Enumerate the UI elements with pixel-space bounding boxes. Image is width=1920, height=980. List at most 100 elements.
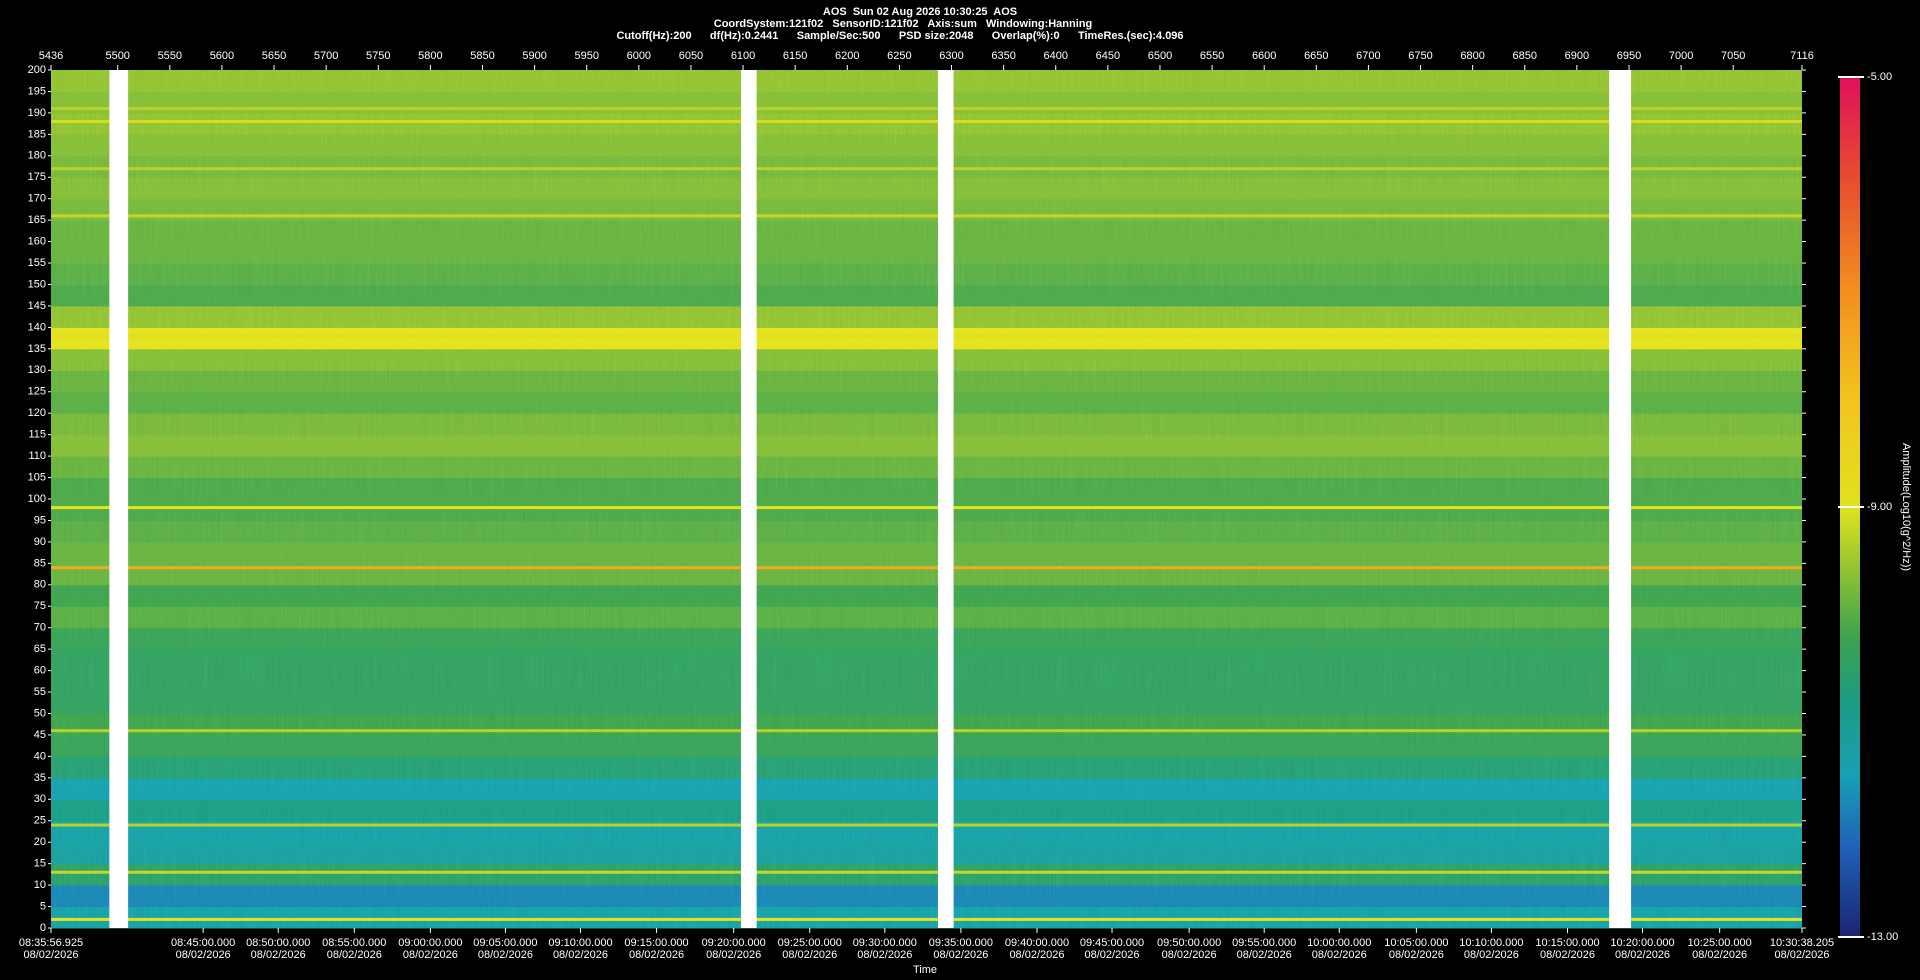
- y-tick-label: 140: [28, 321, 46, 333]
- y-tick-label: 155: [28, 257, 46, 269]
- y-tick-label: 65: [34, 643, 46, 655]
- spectral-line: [51, 107, 1802, 111]
- x-tick-label: 5550: [158, 50, 182, 62]
- x2-tick-label: 09:40:00.000: [1005, 937, 1069, 949]
- x2-tick-date: 08/02/2026: [553, 949, 608, 961]
- x2-tick-label: 09:00:00.000: [398, 937, 462, 949]
- x-tick-label: 6900: [1565, 50, 1589, 62]
- x2-tick-date: 08/02/2026: [403, 949, 458, 961]
- y-tick-label: 85: [34, 557, 46, 569]
- y-tick-label: 5: [40, 900, 46, 912]
- x2-tick-label: 09:30:00.000: [853, 937, 917, 949]
- y-tick-label: 35: [34, 772, 46, 784]
- y-tick-label: 75: [34, 600, 46, 612]
- x2-tick-date: 08/02/2026: [1084, 949, 1139, 961]
- x2-tick-date: 08/02/2026: [857, 949, 912, 961]
- y-tick-label: 90: [34, 536, 46, 548]
- x-tick-label: 7000: [1669, 50, 1693, 62]
- x2-tick-date: 08/02/2026: [1464, 949, 1519, 961]
- spectral-line: [51, 566, 1802, 570]
- y-tick-label: 135: [28, 343, 46, 355]
- x2-tick-label: 09:15:00.000: [624, 937, 688, 949]
- x-tick-label: 6500: [1148, 50, 1172, 62]
- spectral-line: [51, 506, 1802, 510]
- x2-tick-date: 08/02/2026: [1237, 949, 1292, 961]
- y-tick-label: 15: [34, 858, 46, 870]
- spectral-line: [51, 119, 1802, 123]
- x2-tick-date: 08/02/2026: [251, 949, 306, 961]
- x2-tick-date: 08/02/2026: [1162, 949, 1217, 961]
- x2-tick-date: 08/02/2026: [1774, 949, 1829, 961]
- spectral-line: [51, 334, 1802, 338]
- x-tick-label: 6450: [1096, 50, 1120, 62]
- x-tick-label: 6050: [679, 50, 703, 62]
- y-tick-label: 10: [34, 879, 46, 891]
- colorbar-tick-label: -13.00: [1867, 931, 1898, 943]
- y-tick-label: 120: [28, 407, 46, 419]
- y-tick-label: 175: [28, 171, 46, 183]
- x-tick-label: 5900: [522, 50, 546, 62]
- spectral-line: [51, 167, 1802, 171]
- y-tick-label: 115: [28, 429, 46, 441]
- x2-tick-label: 10:10:00.000: [1459, 937, 1523, 949]
- x2-tick-date: 08/02/2026: [782, 949, 837, 961]
- x-tick-label: 6350: [991, 50, 1015, 62]
- y-tick-label: 130: [28, 364, 46, 376]
- y-tick-label: 95: [34, 514, 46, 526]
- spectral-line: [51, 917, 1802, 921]
- y-tick-label: 150: [28, 278, 46, 290]
- y-tick-label: 25: [34, 815, 46, 827]
- x-tick-label: 6250: [887, 50, 911, 62]
- spectral-line: [51, 729, 1802, 733]
- x2-tick-label: 09:55:00.000: [1232, 937, 1296, 949]
- parameters: Cutoff(Hz):200 df(Hz):0.2441 Sample/Sec:…: [616, 30, 1183, 42]
- x2-tick-date: 08/02/2026: [23, 949, 78, 961]
- data-gap: [740, 70, 757, 928]
- y-tick-label: 70: [34, 622, 46, 634]
- x2-tick-label: 08:55:00.000: [322, 937, 386, 949]
- x-tick-label: 5850: [470, 50, 494, 62]
- x2-tick-date: 08/02/2026: [1615, 949, 1670, 961]
- x2-tick-date: 08/02/2026: [1312, 949, 1367, 961]
- y-tick-label: 80: [34, 579, 46, 591]
- x-tick-label: 6850: [1513, 50, 1537, 62]
- x2-tick-label: 09:35:00.000: [929, 937, 993, 949]
- x2-tick-date: 08/02/2026: [176, 949, 231, 961]
- x-tick-label: 6000: [627, 50, 651, 62]
- y-tick-label: 20: [34, 836, 46, 848]
- x-tick-label: 5650: [262, 50, 286, 62]
- x-tick-label: 7116: [1790, 50, 1814, 62]
- colorbar-label: Amplitude(Log10(g^2/Hz)): [1900, 443, 1912, 571]
- y-tick-label: 30: [34, 793, 46, 805]
- x2-tick-date: 08/02/2026: [933, 949, 988, 961]
- y-tick-label: 185: [28, 128, 46, 140]
- x-tick-label: 6950: [1617, 50, 1641, 62]
- x2-tick-date: 08/02/2026: [629, 949, 684, 961]
- x-tick-label: 5500: [105, 50, 129, 62]
- x-tick-label: 5950: [574, 50, 598, 62]
- y-tick-label: 0: [40, 922, 46, 934]
- data-gap: [109, 70, 129, 928]
- subtitle: CoordSystem:121f02 SensorID:121f02 Axis:…: [714, 18, 1092, 30]
- y-tick-label: 145: [28, 300, 46, 312]
- x-tick-label: 6100: [731, 50, 755, 62]
- x2-tick-date: 08/02/2026: [1389, 949, 1444, 961]
- y-tick-label: 60: [34, 665, 46, 677]
- x2-tick-date: 08/02/2026: [1540, 949, 1595, 961]
- x2-tick-label: 10:30:38.205: [1770, 937, 1834, 949]
- x2-tick-label: 09:05:00.000: [473, 937, 537, 949]
- x-tick-label: 5700: [314, 50, 338, 62]
- spectral-line: [51, 870, 1802, 874]
- chart-title: AOS Sun 02 Aug 2026 10:30:25 AOS: [823, 6, 1017, 18]
- x2-tick-label: 08:45:00.000: [171, 937, 235, 949]
- plot-area: [51, 70, 1802, 929]
- x2-tick-label: 10:20:00.000: [1610, 937, 1674, 949]
- y-tick-label: 45: [34, 729, 46, 741]
- x2-tick-label: 09:25:00.000: [778, 937, 842, 949]
- x2-tick-date: 08/02/2026: [478, 949, 533, 961]
- x-tick-label: 6650: [1304, 50, 1328, 62]
- y-tick-label: 105: [28, 471, 46, 483]
- y-tick-label: 180: [28, 150, 46, 162]
